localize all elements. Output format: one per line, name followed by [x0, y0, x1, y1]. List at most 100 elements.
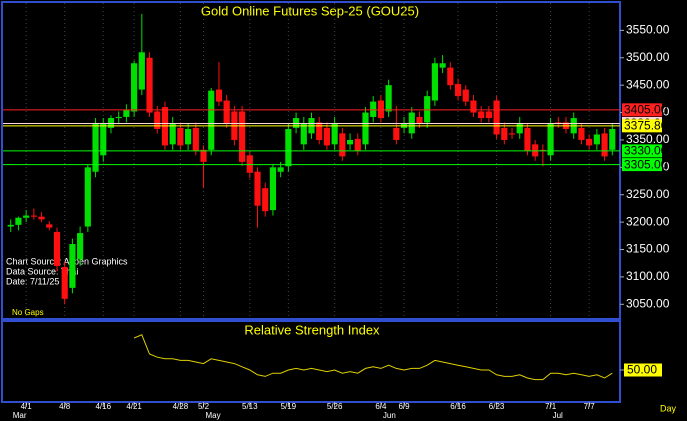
candle-body [485, 111, 492, 119]
candle-body [208, 90, 215, 150]
candle-body [524, 127, 531, 151]
candle-body [331, 123, 338, 145]
candle-body [200, 149, 207, 162]
candle-body [316, 122, 323, 140]
candle-body [555, 122, 562, 124]
candle-body [292, 118, 300, 128]
candle-body [370, 101, 377, 117]
level-label: 3330.00 [624, 144, 668, 158]
candle-body [547, 123, 554, 156]
candle-body [501, 127, 508, 140]
candle-body [239, 111, 246, 162]
candle-body [586, 138, 593, 146]
candle-body [354, 138, 361, 151]
candle-body [362, 112, 369, 145]
candle-body [154, 111, 161, 129]
candle-body [115, 116, 122, 119]
candle-body [107, 118, 115, 128]
candle-body [192, 127, 199, 151]
x-tick-label: 5/2 [198, 402, 210, 411]
candle-body [609, 129, 616, 150]
candle-body [169, 123, 176, 145]
candle-body [393, 127, 400, 140]
annotation: Data Source: Thai [6, 266, 78, 276]
candle-body [30, 215, 37, 217]
candle-body [532, 144, 539, 157]
candle-body [516, 123, 523, 134]
y-tick-label: 3100.00 [626, 269, 670, 283]
candle-body [300, 123, 307, 145]
candle-body [15, 217, 22, 225]
candle-body [277, 167, 284, 172]
candle-body [262, 188, 269, 212]
candle-body [408, 112, 415, 134]
candle-body [424, 96, 431, 123]
x-tick-label: 6/23 [489, 402, 505, 411]
annotation: Chart Source: Aspen Graphics [6, 256, 128, 266]
candle-body [346, 139, 354, 145]
candle-body [7, 224, 14, 227]
x-tick-label: 4/28 [173, 402, 189, 411]
x-tick-label: 5/26 [327, 402, 343, 411]
candle-body [131, 63, 138, 112]
candle-body [454, 84, 462, 97]
annotation: Date: 7/11/25 [6, 276, 59, 286]
x-axis-label: Day [660, 403, 677, 413]
candle-body [92, 123, 99, 172]
candle-body [177, 127, 184, 146]
rsi-title: Relative Strength Index [244, 322, 380, 337]
annotation: No Gaps [12, 308, 44, 317]
candle-body [61, 267, 68, 299]
candle-body [323, 127, 331, 146]
level-box [624, 363, 662, 377]
x-tick-label: 4/16 [95, 402, 111, 411]
candle-body [508, 133, 516, 135]
price-panel [1, 1, 621, 320]
candle-body [539, 149, 546, 151]
level-label: 3375.80 [624, 118, 668, 132]
level-box [622, 103, 662, 117]
chart-title: Gold Online Futures Sep-25 (GOU25) [201, 3, 419, 18]
y-tick-label: 3500.00 [626, 50, 670, 64]
y-tick-label: 3200.00 [626, 214, 670, 228]
rsi-panel [1, 320, 621, 403]
y-tick-label: 3050.00 [626, 296, 670, 310]
x-tick-label: 6/9 [398, 402, 410, 411]
candle-body [285, 129, 292, 167]
candle-body [53, 231, 61, 266]
candle-body [431, 63, 438, 101]
candle-body [593, 134, 600, 145]
candle-body [269, 167, 277, 211]
candle-body [185, 129, 192, 145]
y-tick-label: 3450.00 [626, 77, 670, 91]
candle-body [84, 167, 91, 227]
x-tick-label: 7/1 [545, 402, 557, 411]
candle-body [38, 216, 45, 220]
candle-body [100, 123, 107, 156]
rsi-line [133, 334, 613, 381]
y-tick-label: 3250.00 [626, 187, 670, 201]
level-label: 3305.00 [624, 157, 668, 171]
y-tick-label: 50.00 [627, 363, 657, 377]
candle-body [493, 100, 500, 135]
candle-body [215, 89, 223, 102]
candle-body [123, 109, 130, 117]
y-tick-label: 3150.00 [626, 242, 670, 256]
candle-body [254, 171, 261, 206]
x-tick-label: 4/1 [21, 402, 33, 411]
candle-body [478, 111, 485, 119]
y-tick-label: 3550.00 [626, 23, 670, 37]
candle-body [470, 100, 477, 113]
level-label: 3405.00 [624, 102, 668, 116]
y-tick-label: 3350.00 [626, 132, 670, 146]
candle-body [339, 133, 346, 157]
candle-body [439, 63, 446, 68]
candle-body [246, 155, 253, 173]
candle-body [146, 57, 153, 113]
month-label: Mar [13, 411, 27, 420]
x-tick-label: 7/7 [584, 402, 596, 411]
month-label: Jul [553, 411, 563, 420]
candle-body [23, 215, 30, 218]
